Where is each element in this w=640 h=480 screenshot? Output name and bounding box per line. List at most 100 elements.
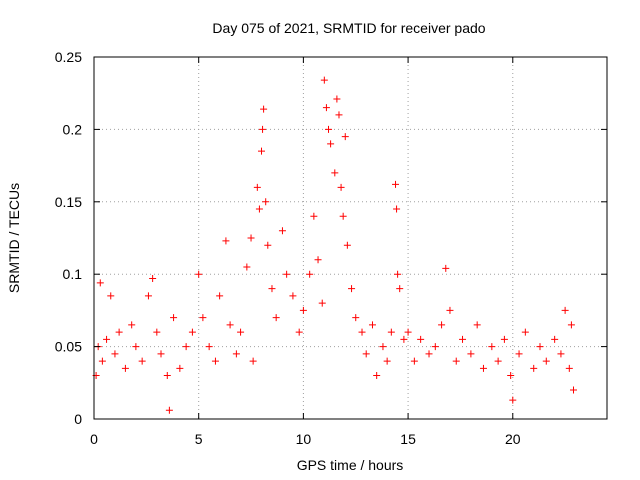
data-point	[387, 328, 395, 336]
data-point	[530, 364, 538, 372]
y-tick-label: 0.25	[55, 49, 82, 65]
data-point	[479, 364, 487, 372]
data-point	[500, 335, 508, 343]
data-point	[507, 372, 515, 380]
data-point	[348, 285, 356, 293]
y-axis-ticks: 0 0.05 0.1 0.15 0.2 0.25	[55, 49, 607, 427]
data-point	[383, 357, 391, 365]
data-point	[295, 328, 303, 336]
data-point	[322, 104, 330, 112]
data-point	[352, 314, 360, 322]
data-point	[163, 372, 171, 380]
data-point	[318, 299, 326, 307]
data-point	[431, 343, 439, 351]
data-point	[396, 285, 404, 293]
data-point	[557, 350, 565, 358]
data-point	[272, 314, 280, 322]
x-axis-ticks: 0 5 10 15 20	[90, 57, 521, 447]
data-point	[182, 343, 190, 351]
data-point	[341, 133, 349, 141]
data-point	[247, 234, 255, 242]
data-point	[561, 306, 569, 314]
data-point	[459, 335, 467, 343]
data-point	[325, 125, 333, 133]
data-point	[195, 270, 203, 278]
data-point	[249, 357, 257, 365]
data-point	[211, 357, 219, 365]
data-point	[165, 406, 173, 414]
y-tick-label: 0.2	[63, 121, 83, 137]
data-point	[232, 350, 240, 358]
data-point	[417, 335, 425, 343]
data-point	[111, 350, 119, 358]
y-axis-label: SRMTID / TECUs	[6, 183, 22, 293]
data-point	[283, 270, 291, 278]
data-point	[170, 314, 178, 322]
data-point	[509, 396, 517, 404]
data-point	[394, 270, 402, 278]
x-tick-label: 15	[400, 431, 416, 447]
data-point	[314, 256, 322, 264]
data-point	[442, 264, 450, 272]
chart-title: Day 075 of 2021, SRMTID for receiver pad…	[212, 20, 485, 36]
data-point	[368, 321, 376, 329]
y-tick-label: 0.1	[63, 266, 83, 282]
data-point	[243, 263, 251, 271]
data-point	[488, 343, 496, 351]
data-point	[205, 343, 213, 351]
data-point	[473, 321, 481, 329]
data-point	[452, 357, 460, 365]
data-point	[255, 205, 263, 213]
data-point	[446, 306, 454, 314]
data-point	[333, 95, 341, 103]
data-point	[132, 343, 140, 351]
data-point	[343, 241, 351, 249]
data-point	[176, 364, 184, 372]
data-point	[358, 328, 366, 336]
data-point	[438, 321, 446, 329]
data-point	[339, 212, 347, 220]
data-point	[515, 350, 523, 358]
data-point	[542, 357, 550, 365]
data-point	[337, 183, 345, 191]
data-point	[115, 328, 123, 336]
data-point	[278, 227, 286, 235]
data-point	[222, 237, 230, 245]
grid-lines	[94, 57, 607, 419]
data-point	[188, 328, 196, 336]
data-point	[258, 147, 266, 155]
data-point	[320, 76, 328, 84]
data-point	[144, 292, 152, 300]
data-point	[410, 357, 418, 365]
x-tick-label: 5	[195, 431, 203, 447]
data-point	[262, 198, 270, 206]
y-tick-label: 0	[74, 411, 82, 427]
data-point	[260, 105, 268, 113]
data-point	[565, 364, 573, 372]
data-points	[92, 76, 577, 414]
data-point	[103, 335, 111, 343]
data-point	[567, 321, 575, 329]
y-tick-label: 0.15	[55, 194, 82, 210]
data-point	[199, 314, 207, 322]
data-point	[253, 183, 261, 191]
data-point	[569, 386, 577, 394]
data-point	[379, 343, 387, 351]
y-tick-label: 0.05	[55, 339, 82, 355]
data-point	[536, 343, 544, 351]
data-point	[392, 180, 400, 188]
x-tick-label: 10	[296, 431, 312, 447]
data-point	[157, 350, 165, 358]
data-point	[467, 350, 475, 358]
data-point	[289, 292, 297, 300]
data-point	[494, 357, 502, 365]
x-axis-label: GPS time / hours	[297, 457, 404, 473]
data-point	[268, 285, 276, 293]
data-point	[216, 292, 224, 300]
data-point	[362, 350, 370, 358]
data-point	[299, 306, 307, 314]
data-point	[264, 241, 272, 249]
data-point	[121, 364, 129, 372]
data-point	[237, 328, 245, 336]
